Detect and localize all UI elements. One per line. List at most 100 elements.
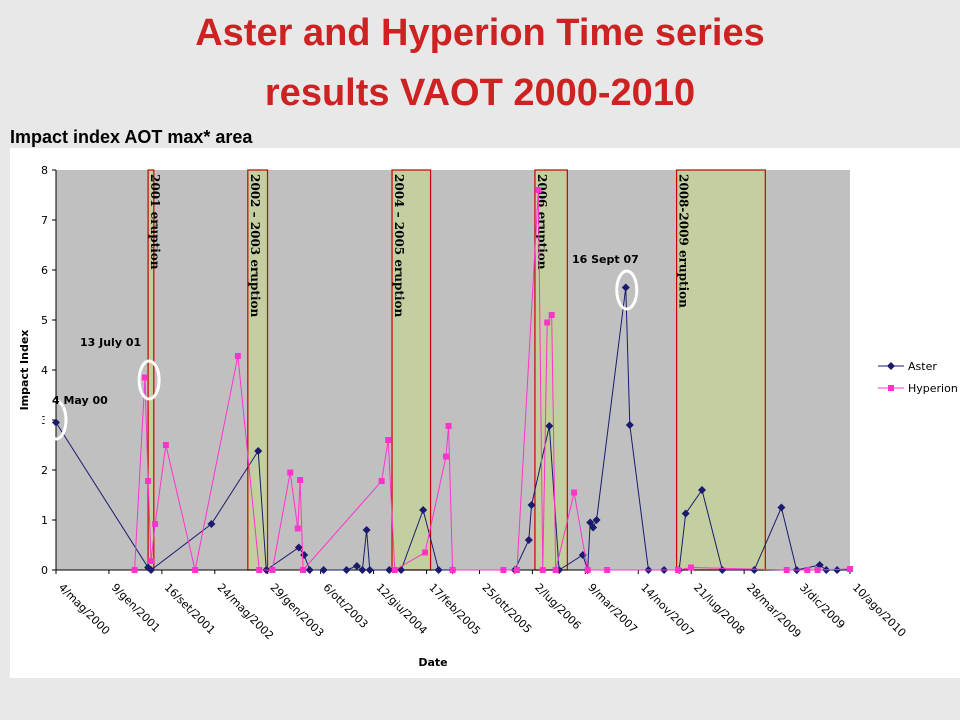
x-tick-label: 28/mar/2009 [744, 581, 804, 641]
aster-point [434, 566, 443, 574]
chart-panel: 2001 eruption 2002 – 2003 eruption 2004 – … [10, 148, 960, 678]
x-tick-label: 12/giu/2004 [373, 581, 429, 637]
hyperion-point [584, 567, 591, 573]
hyperion-point [500, 567, 507, 573]
hyperion-point [544, 319, 551, 326]
hyperion-point [294, 525, 301, 532]
aster-point [365, 566, 374, 574]
x-tick-label: 3/dic/2009 [797, 581, 848, 632]
hyperion-point [297, 477, 304, 483]
y-tick-label: 6 [41, 264, 48, 277]
eruption-label-1: 2001 eruption [148, 174, 162, 270]
annotation-label: 4 May 00 [52, 394, 108, 407]
y-axis-title: Impact Index [18, 330, 31, 411]
x-tick-label: 16/set/2001 [162, 581, 218, 637]
aster-point [589, 523, 598, 532]
aster-point [833, 566, 842, 574]
aster-point [52, 418, 60, 427]
legend-marker-aster [887, 362, 895, 370]
hyperion-point [385, 437, 392, 443]
legend-label-aster: Aster [908, 360, 937, 373]
aster-point [385, 566, 394, 574]
slide-subtitle: Impact index AOT max* area [10, 127, 253, 147]
annotation-label: 13 July 01 [80, 336, 141, 349]
highlight-ellipse [44, 399, 68, 441]
x-tick-label: 14/nov/2007 [638, 581, 696, 639]
aster-point [681, 509, 690, 518]
eruption-label-5: 2008-2009 eruption [677, 174, 691, 308]
hyperion-point [131, 567, 138, 573]
y-tick-label: 2 [41, 464, 48, 477]
x-tick-label: 29/gen/2003 [268, 581, 327, 640]
x-tick-label: 24/mag/2002 [215, 581, 276, 642]
y-tick-label: 5 [41, 314, 48, 327]
aster-point [777, 503, 786, 512]
hyperion-point [300, 567, 307, 573]
hyperion-point [513, 567, 520, 573]
hyperion-point [539, 567, 546, 573]
aster-point [419, 506, 428, 514]
hyperion-point [162, 442, 169, 448]
hyperion-point [535, 187, 542, 193]
y-tick-label: 0 [41, 564, 48, 577]
aster-point [319, 566, 328, 574]
hyperion-point [234, 353, 241, 359]
x-tick-label: 25/ott/2005 [479, 581, 534, 636]
legend-label-hyperion: Hyperion [908, 382, 958, 395]
hyperion-point [192, 567, 199, 573]
y-tick-label: 4 [41, 364, 48, 377]
hyperion-point [269, 567, 276, 573]
aster-point [294, 543, 303, 552]
annotation-label: 16 Sept 07 [572, 253, 639, 266]
x-tick-label: 2/lug/2006 [532, 581, 583, 632]
y-tick-label: 3 [41, 414, 48, 427]
legend-marker-hyperion [888, 385, 894, 391]
aster-point [750, 566, 759, 574]
eruption-band-5 [675, 169, 766, 571]
aster-point [305, 566, 314, 574]
hyperion-point [148, 558, 155, 564]
hyperion-point [391, 567, 398, 573]
hyperion-point [847, 566, 853, 572]
hyperion-point [804, 567, 811, 573]
y-tick-label: 7 [41, 214, 48, 227]
aster-point [545, 422, 554, 430]
aster-point [207, 520, 216, 528]
hyperion-point [287, 469, 294, 476]
aster-point [592, 516, 601, 524]
hyperion-point [675, 567, 682, 573]
hyperion-point [449, 567, 456, 573]
hyperion-point [443, 453, 450, 460]
hyperion-point [783, 567, 790, 573]
slide-title-line-1: Aster and Hyperion Time series [195, 12, 765, 54]
x-axis-title: Date [418, 656, 447, 669]
hyperion-point [687, 564, 694, 571]
highlight-ellipse [137, 359, 161, 401]
x-tick-label: 10/ago/2010 [850, 581, 909, 640]
hyperion-point [814, 567, 821, 573]
hyperion-point [604, 567, 611, 573]
eruption-label-3: 2004 – 2005 eruption [392, 174, 406, 318]
y-tick-label: 1 [41, 514, 48, 527]
aster-point [625, 421, 634, 429]
aster-point [362, 526, 371, 534]
eruption-label-2: 2002 – 2003 eruption [248, 174, 262, 318]
eruption-band-3 [391, 169, 432, 571]
x-tick-label: 9/mar/2007 [585, 581, 640, 636]
x-tick-label: 21/lug/2008 [691, 581, 747, 637]
time-series-chart: 2001 eruption 2002 – 2003 eruption 2004 – … [18, 164, 958, 669]
hyperion-point [571, 489, 578, 496]
hyperion-point [152, 521, 159, 527]
hyperion-point [145, 478, 152, 484]
hyperion-point [378, 478, 385, 484]
slide-title-line-2: results VAOT 2000-2010 [264, 72, 696, 114]
hyperion-point [552, 567, 559, 573]
highlight-ellipse [615, 269, 639, 311]
aster-point [527, 501, 536, 509]
aster-point [697, 486, 706, 494]
aster-point [342, 566, 351, 574]
aster-point [352, 562, 361, 570]
x-tick-label: 4/mag/2000 [56, 581, 112, 637]
aster-point [358, 566, 367, 574]
hyperion-point [141, 374, 148, 381]
